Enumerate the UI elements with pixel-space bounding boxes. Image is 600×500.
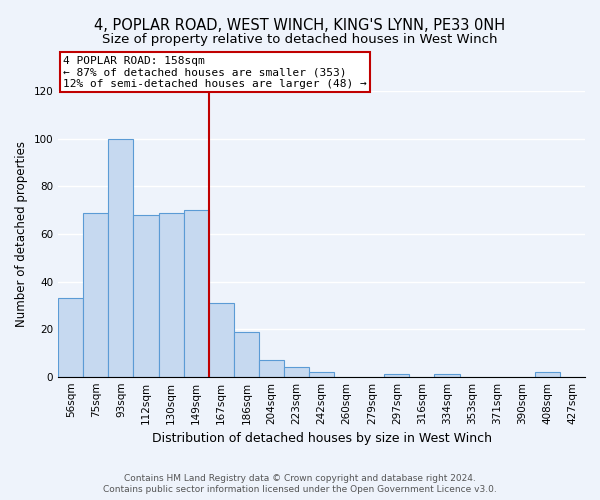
Bar (434, 374, 460, 376)
Text: 4, POPLAR ROAD, WEST WINCH, KING'S LYNN, PE33 0NH: 4, POPLAR ROAD, WEST WINCH, KING'S LYNN,… (94, 18, 506, 32)
Bar (158, 212, 184, 376)
Text: Size of property relative to detached houses in West Winch: Size of property relative to detached ho… (102, 32, 498, 46)
X-axis label: Distribution of detached houses by size in West Winch: Distribution of detached houses by size … (152, 432, 491, 445)
Bar (385, 374, 409, 376)
Bar (535, 372, 560, 376)
Bar (259, 360, 284, 376)
Bar (83, 212, 109, 376)
Bar (209, 303, 234, 376)
Bar (184, 210, 209, 376)
Bar (133, 215, 158, 376)
Text: Contains HM Land Registry data © Crown copyright and database right 2024.
Contai: Contains HM Land Registry data © Crown c… (103, 474, 497, 494)
Bar (58, 298, 83, 376)
Text: 4 POPLAR ROAD: 158sqm
← 87% of detached houses are smaller (353)
12% of semi-det: 4 POPLAR ROAD: 158sqm ← 87% of detached … (63, 56, 367, 89)
Y-axis label: Number of detached properties: Number of detached properties (15, 141, 28, 327)
Bar (234, 332, 259, 376)
Bar (309, 372, 334, 376)
Bar (284, 367, 309, 376)
Bar (109, 139, 133, 376)
